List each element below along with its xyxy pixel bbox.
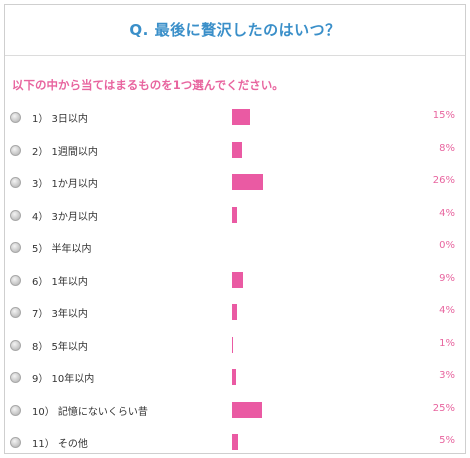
result-percent: 8% <box>439 142 455 154</box>
result-percent: 25% <box>432 402 455 414</box>
result-bar <box>232 304 237 320</box>
survey-card: Q. 最後に贅沢したのはいつ？ 以下の中から当てはまるものを1つ選んでください。… <box>4 4 466 454</box>
result-bar <box>232 109 250 125</box>
radio-button[interactable] <box>10 307 21 318</box>
options-list: 1） 3日以内 15% 2） 1週間以内 8% 3） 1か月以内 26% 4） … <box>5 105 465 458</box>
option-row[interactable]: 7） 3年以内 4% <box>5 300 465 333</box>
radio-button[interactable] <box>10 339 21 351</box>
result-percent: 3% <box>439 370 455 381</box>
option-row[interactable]: 6） 1年以内 9% <box>5 268 465 301</box>
result-bar-track <box>232 369 352 385</box>
option-row[interactable]: 3） 1か月以内 26% <box>5 170 465 203</box>
radio-button[interactable] <box>10 372 21 383</box>
result-bar <box>232 174 264 190</box>
result-percent: 1% <box>439 337 455 349</box>
option-label: 9） 10年以内 <box>32 374 95 385</box>
result-bar-track <box>232 206 352 223</box>
instruction-text: 以下の中から当てはまるものを1つ選んでください。 <box>12 78 284 92</box>
option-row[interactable]: 10） 記憶にないくらい昔 25% <box>5 398 465 431</box>
result-percent: 15% <box>432 110 455 121</box>
radio-button[interactable] <box>10 112 21 123</box>
option-label: 8） 5年以内 <box>32 341 88 353</box>
result-bar <box>232 336 234 353</box>
result-bar <box>232 401 262 418</box>
option-label: 10） 記憶にないくらい昔 <box>32 406 148 418</box>
radio-button[interactable] <box>10 177 21 188</box>
result-bar <box>232 206 237 223</box>
option-label: 1） 3日以内 <box>32 114 88 125</box>
option-label: 7） 3年以内 <box>32 309 88 320</box>
radio-button[interactable] <box>10 209 21 221</box>
result-percent: 9% <box>439 272 455 284</box>
radio-button[interactable] <box>10 437 21 448</box>
option-row[interactable]: 9） 10年以内 3% <box>5 365 465 398</box>
question-title: Q. 最後に贅沢したのはいつ？ <box>129 21 341 39</box>
option-row[interactable]: 8） 5年以内 1% <box>5 333 465 366</box>
result-bar-track <box>232 109 352 125</box>
radio-button[interactable] <box>10 274 21 286</box>
result-bar-track <box>232 434 352 450</box>
radio-button[interactable] <box>10 144 21 156</box>
result-bar-track <box>232 174 352 190</box>
result-bar <box>232 434 238 450</box>
option-row[interactable]: 4） 3か月以内 4% <box>5 203 465 236</box>
result-percent: 4% <box>439 305 455 316</box>
result-percent: 26% <box>432 175 455 186</box>
result-bar-track <box>232 401 352 418</box>
option-label: 2） 1週間以内 <box>32 146 98 158</box>
radio-button[interactable] <box>10 404 21 416</box>
result-bar-track <box>232 336 352 353</box>
result-percent: 4% <box>439 207 455 219</box>
result-bar <box>232 141 242 158</box>
option-label: 4） 3か月以内 <box>32 211 98 223</box>
result-bar <box>232 369 236 385</box>
option-label: 5） 半年以内 <box>32 244 92 255</box>
divider <box>5 55 465 56</box>
option-row[interactable]: 5） 半年以内 0% <box>5 235 465 268</box>
option-label: 6） 1年以内 <box>32 276 88 288</box>
result-bar-track <box>232 271 352 288</box>
result-bar-track <box>232 141 352 158</box>
option-label: 11） その他 <box>32 439 88 450</box>
result-percent: 5% <box>439 435 455 446</box>
radio-button[interactable] <box>10 242 21 253</box>
option-label: 3） 1か月以内 <box>32 179 98 190</box>
result-bar-track <box>232 239 352 255</box>
result-bar-track <box>232 304 352 320</box>
option-row[interactable]: 2） 1週間以内 8% <box>5 138 465 171</box>
option-row[interactable]: 1） 3日以内 15% <box>5 105 465 138</box>
option-row[interactable]: 11） その他 5% <box>5 430 465 458</box>
result-percent: 0% <box>439 240 455 251</box>
result-bar <box>232 271 243 288</box>
